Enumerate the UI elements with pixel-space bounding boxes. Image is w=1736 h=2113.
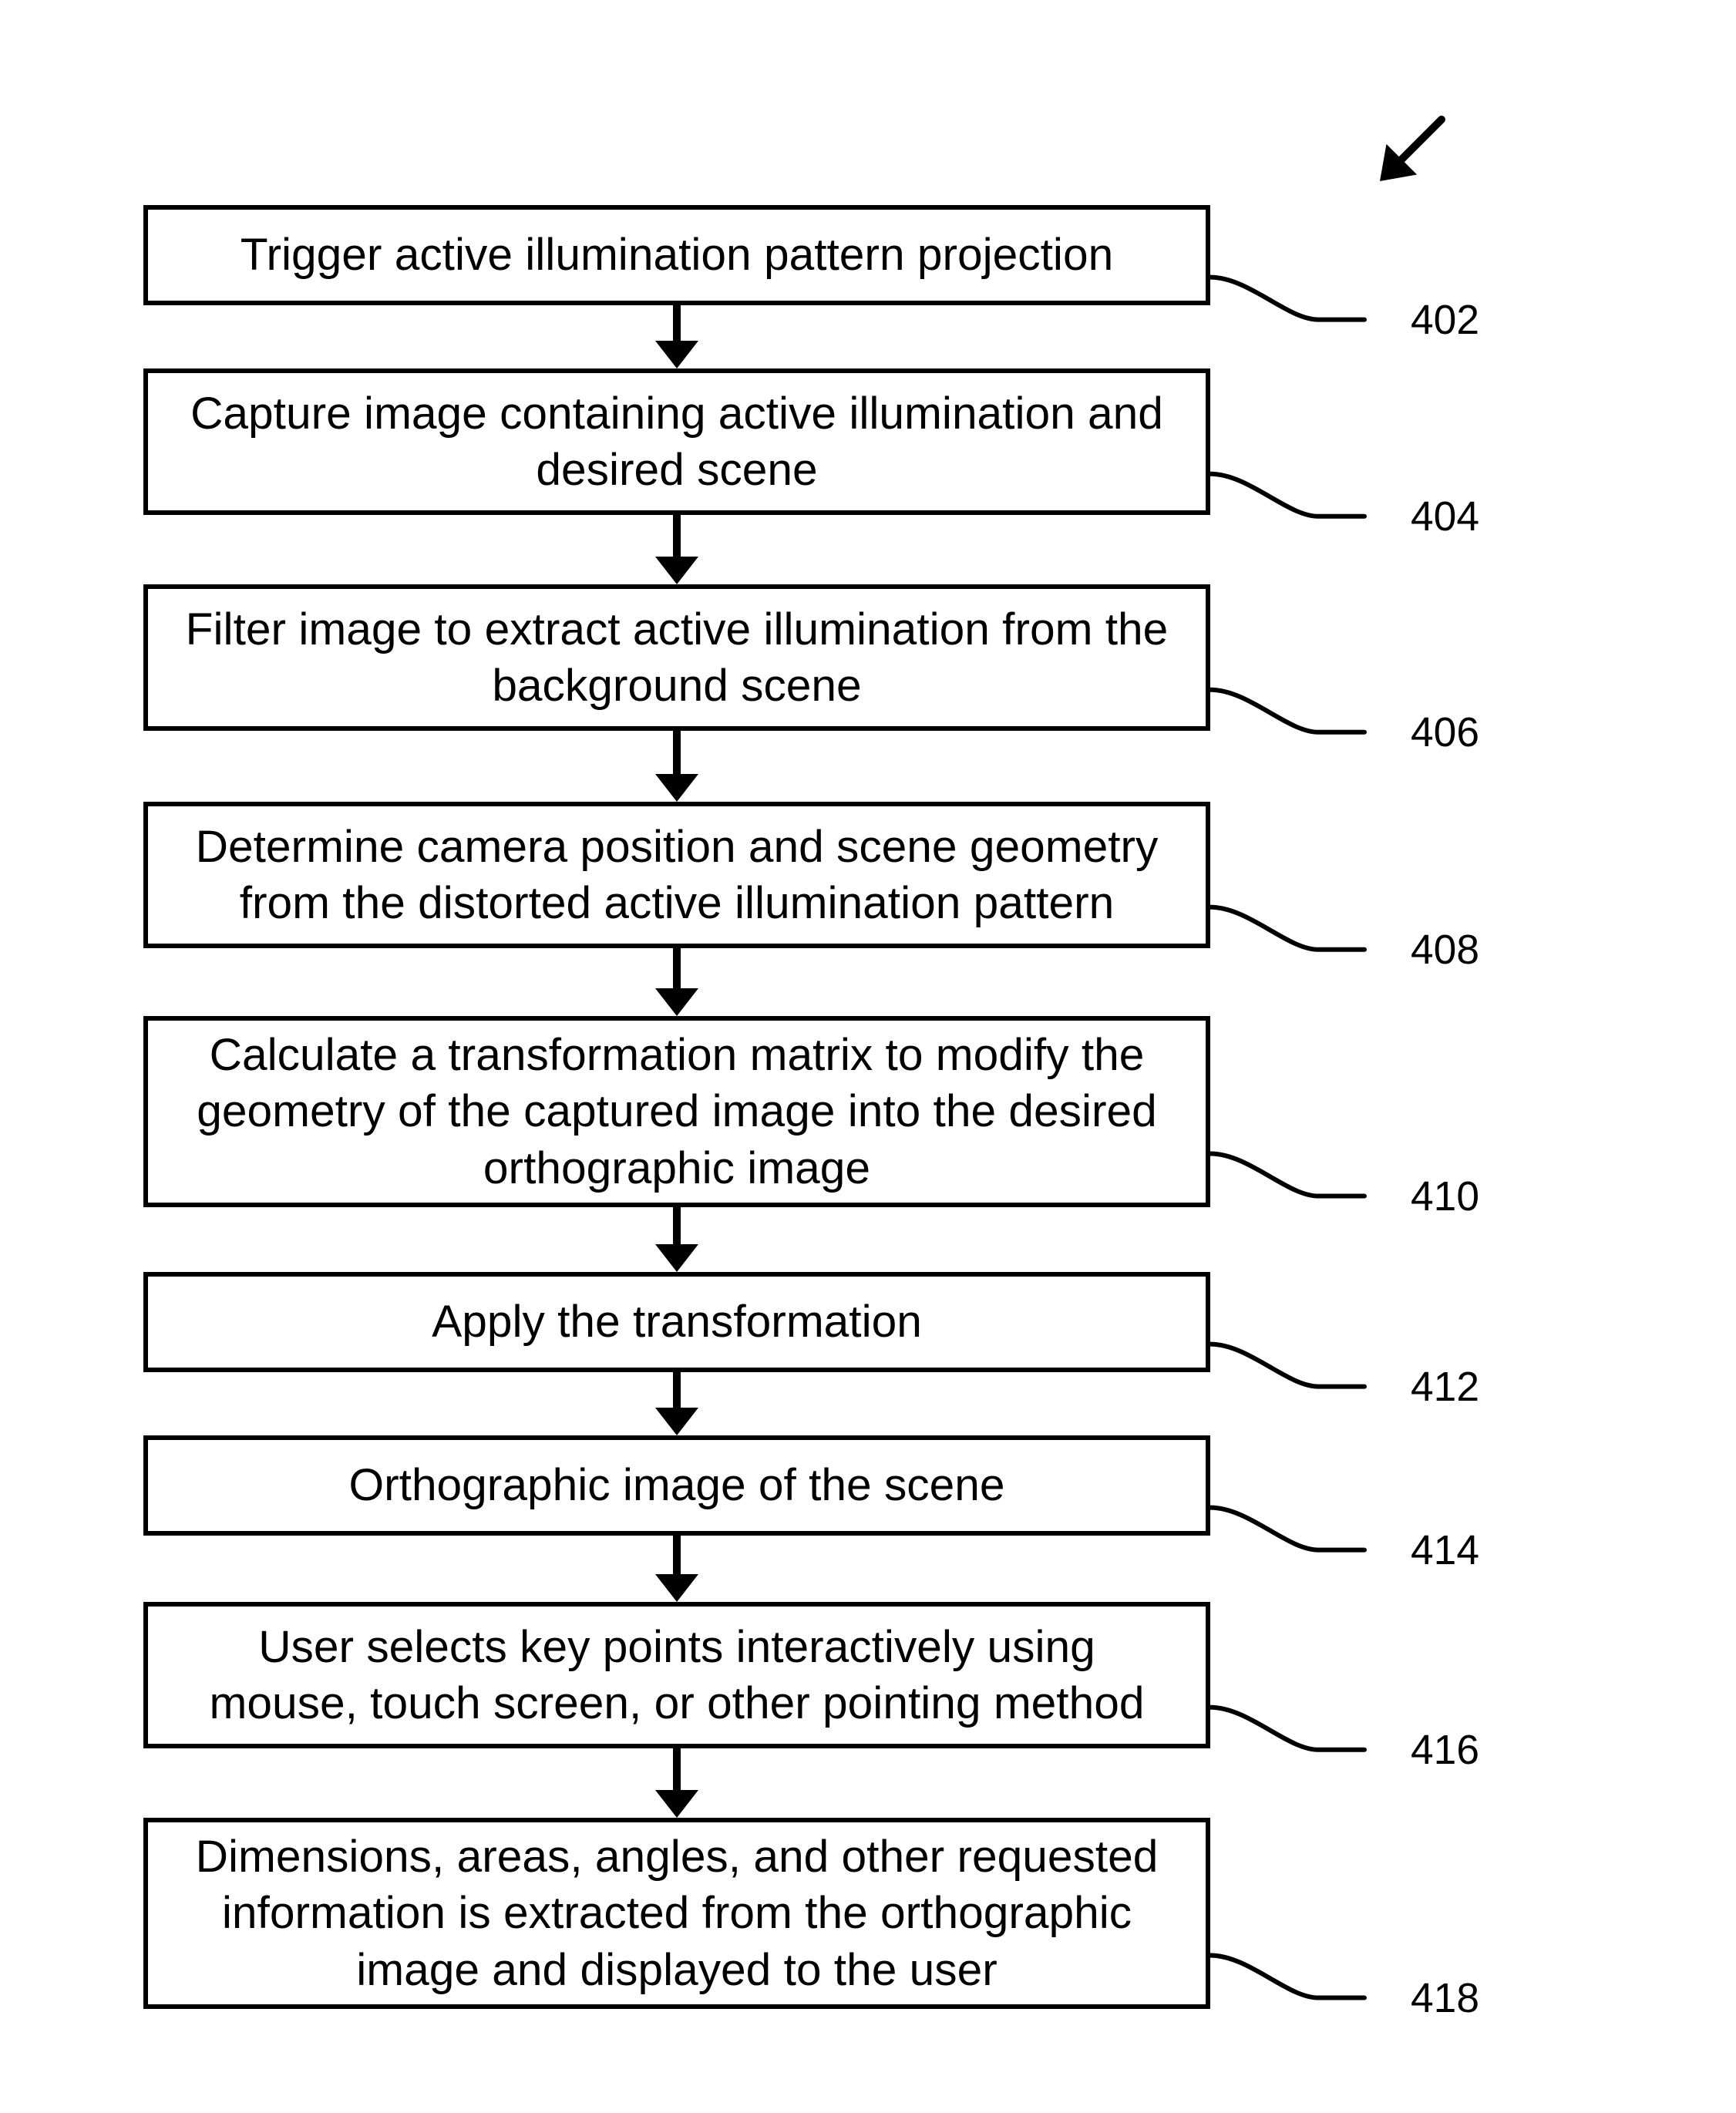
flow-step-404: Capture image containing active illumina… [143,368,1210,515]
arrow-head-icon [655,988,698,1016]
arrow-head-icon [655,1790,698,1818]
label-connector [1210,907,1364,950]
label-connector [1210,690,1364,732]
step-ref-label: 418 [1411,1975,1479,2022]
flow-step-412: Apply the transformation [143,1272,1210,1372]
flowchart-canvas: Trigger active illumination pattern proj… [0,0,1736,2113]
arrow-head-icon [655,1244,698,1272]
flow-step-418: Dimensions, areas, angles, and other req… [143,1818,1210,2009]
step-ref-label: 406 [1411,709,1479,756]
flow-step-text: Orthographic image of the scene [348,1457,1004,1513]
step-ref-label: 402 [1411,297,1479,344]
label-connector [1210,474,1364,516]
step-ref-label: 404 [1411,493,1479,540]
arrow-head-icon [655,341,698,368]
arrow-head-icon [655,774,698,802]
label-connector [1210,1154,1364,1196]
label-connector [1210,1956,1364,1998]
flow-step-text: Trigger active illumination pattern proj… [241,227,1113,283]
arrow-head-icon [655,557,698,584]
corner-arrow-shaft [1401,119,1442,160]
step-ref-label: 416 [1411,1727,1479,1774]
flow-step-406: Filter image to extract active illuminat… [143,584,1210,731]
flow-step-text: Calculate a transformation matrix to mod… [179,1027,1175,1196]
flow-step-416: User selects key points interactively us… [143,1602,1210,1748]
flow-step-text: Apply the transformation [432,1294,922,1350]
step-ref-label: 408 [1411,927,1479,974]
flow-step-text: Dimensions, areas, angles, and other req… [179,1829,1175,1998]
label-connector [1210,1708,1364,1750]
step-ref-label: 414 [1411,1527,1479,1574]
flow-step-408: Determine camera position and scene geom… [143,802,1210,948]
label-connector [1210,1508,1364,1550]
step-ref-label: 412 [1411,1364,1479,1411]
flow-step-402: Trigger active illumination pattern proj… [143,205,1210,305]
flow-step-text: Filter image to extract active illuminat… [179,601,1175,715]
label-connector [1210,1344,1364,1387]
label-connector [1210,278,1364,320]
flow-step-410: Calculate a transformation matrix to mod… [143,1016,1210,1207]
flow-step-text: Determine camera position and scene geom… [179,819,1175,932]
arrow-head-icon [655,1574,698,1602]
flow-step-414: Orthographic image of the scene [143,1435,1210,1536]
arrow-head-icon [655,1408,698,1435]
flow-step-text: Capture image containing active illumina… [179,385,1175,499]
corner-arrow-head-icon [1380,144,1417,181]
step-ref-label: 410 [1411,1173,1479,1220]
flow-step-text: User selects key points interactively us… [179,1619,1175,1732]
